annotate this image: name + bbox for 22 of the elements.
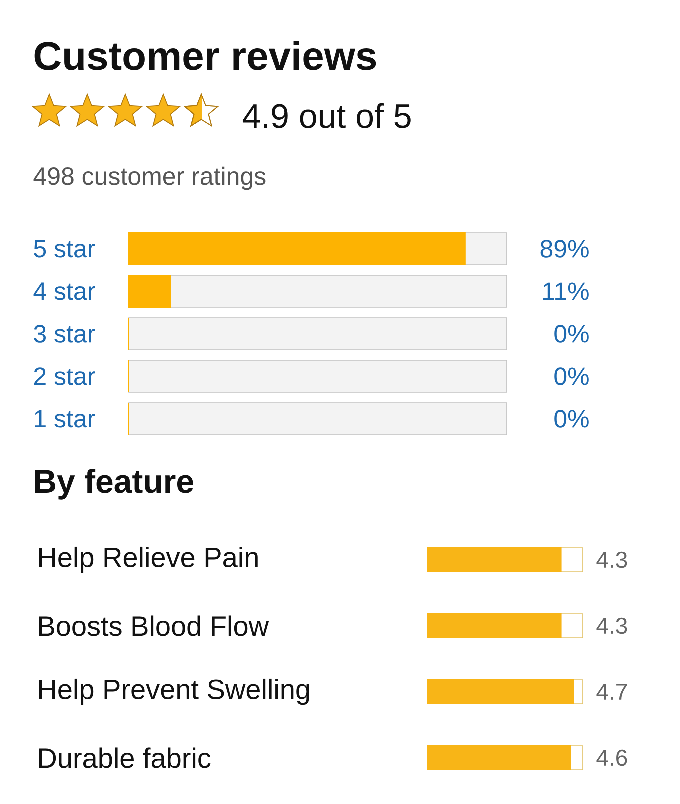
data-label: 89% <box>540 240 589 258</box>
y-tick-label: 5 star <box>34 240 96 258</box>
chart-subtitle: 4.9 out of 5 <box>242 103 411 128</box>
data-label: 4.3 <box>596 618 628 634</box>
text: By feature <box>35 469 194 500</box>
data-label: 4.6 <box>596 750 628 766</box>
y-tick-label: 2 star <box>34 368 96 386</box>
chart-title: Customer reviews <box>34 41 376 70</box>
y-tick-label: Help Relieve Pain <box>39 546 258 574</box>
text: 498 customer ratings <box>34 166 266 190</box>
y-tick-label: 4 star <box>34 282 96 300</box>
y-tick-label: Boosts Blood Flow <box>39 616 270 636</box>
y-tick-label: 1 star <box>35 410 96 428</box>
data-label: 4.7 <box>596 684 628 700</box>
data-label: 4.3 <box>596 552 628 568</box>
data-label: 0% <box>554 410 589 428</box>
y-tick-label: 3 star <box>34 325 96 343</box>
y-tick-label: Durable fabric <box>39 748 211 768</box>
data-label: 11% <box>544 282 589 300</box>
y-tick-label: Help Prevent Swelling <box>39 678 310 706</box>
data-label: 0% <box>554 325 589 343</box>
data-label: 0% <box>554 368 589 386</box>
